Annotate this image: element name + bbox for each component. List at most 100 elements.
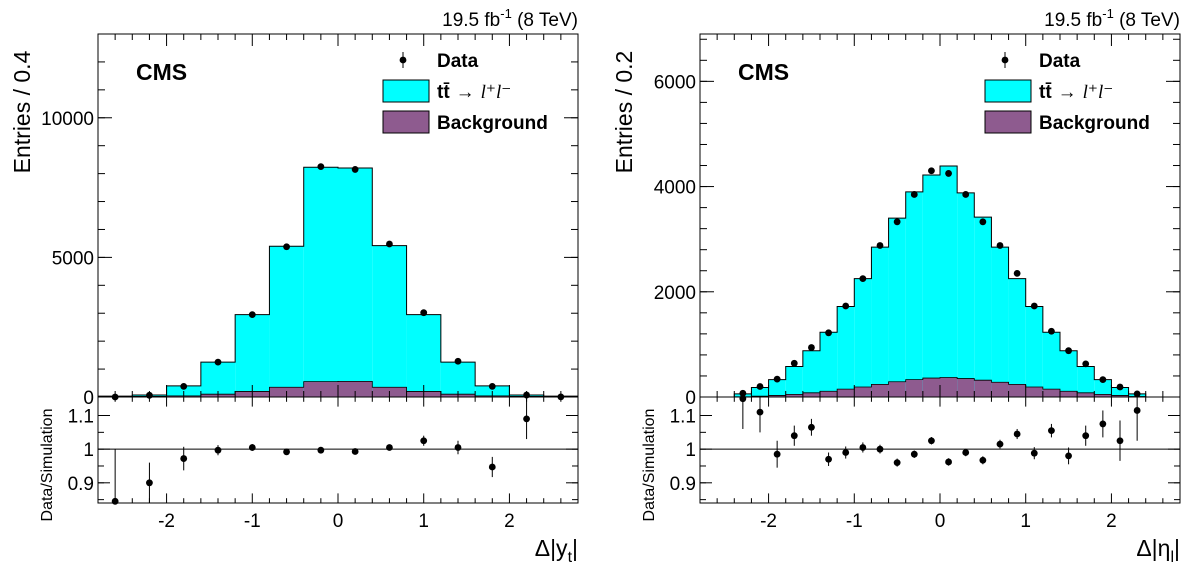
background-bar: [802, 392, 820, 397]
y-axis-title: Entries / 0.4: [9, 50, 35, 173]
legend-signal-decay: l⁺l⁻: [1083, 82, 1114, 103]
ratio-point: [893, 459, 901, 467]
background-bar: [1077, 392, 1095, 397]
ratio-point: [488, 463, 496, 471]
data-point: [1030, 302, 1038, 310]
ratio-point: [1133, 407, 1141, 414]
legend-signal-label: tt̄ → l⁺l⁻: [1039, 82, 1113, 103]
signal-bar: [338, 168, 373, 397]
y-axis: 0 5000 10000: [41, 33, 578, 409]
x-axis-title-main: Δ|y: [535, 535, 568, 561]
ratio-point: [454, 444, 462, 451]
x-tick-label: -1: [846, 511, 863, 532]
legend-signal-decay: l⁺l⁻: [481, 82, 512, 103]
ratio-point: [420, 437, 428, 445]
lumi-value: 19.5 fb: [1044, 10, 1102, 31]
data-point: [808, 344, 815, 351]
data-point: [1133, 390, 1141, 398]
signal-bar: [940, 166, 958, 397]
signal-bar: [1042, 332, 1060, 397]
ratio-point: [962, 449, 970, 456]
background-bar: [922, 378, 940, 397]
background-bar: [991, 382, 1009, 397]
data-point: [488, 382, 496, 390]
ratio-point: [1013, 430, 1021, 438]
y-tick-label: 6000: [654, 72, 696, 93]
signal-bar: [406, 314, 441, 397]
y-axis: 0 2000 4000 6000: [654, 38, 1180, 409]
legend-signal-label: tt̄ → l⁺l⁻: [437, 82, 511, 103]
background-bar: [905, 379, 923, 397]
background-bar: [888, 381, 906, 397]
data-point: [910, 191, 918, 198]
data-point: [996, 242, 1004, 249]
signal-bar: [922, 174, 940, 397]
data-point: [979, 218, 987, 226]
background-bar: [1042, 389, 1060, 397]
ratio-panel: 0.9 1 1.1: [670, 395, 1180, 501]
ratio-axis-title: Data/Simulation: [641, 409, 658, 522]
background-bar: [768, 395, 786, 397]
signal-bar: [974, 217, 992, 397]
legend-signal-swatch: [984, 79, 1032, 103]
x-tick-label: 1: [1020, 511, 1031, 532]
data-point: [420, 309, 428, 317]
data-point: [876, 242, 884, 249]
y-tick-label: 0: [685, 388, 696, 409]
legend-signal-arrow: →: [1058, 82, 1077, 103]
signal-bar: [303, 167, 338, 397]
ratio-point: [1116, 437, 1124, 445]
ratio-y-tick-label: 1: [685, 440, 696, 461]
x-tick-label: 0: [333, 511, 344, 532]
ratio-point: [1065, 452, 1072, 460]
signal-bar: [1060, 350, 1078, 397]
background-bar: [871, 384, 889, 397]
experiment-label: CMS: [136, 59, 187, 85]
x-tick-label: 2: [504, 511, 515, 532]
ratio-point: [945, 458, 952, 466]
x-axis-title-main: Δ|η: [1136, 535, 1170, 561]
data-points: [739, 167, 1141, 398]
legend: Data tt̄ → l⁺l⁻ Background: [382, 51, 548, 134]
lumi-value: 19.5 fb: [442, 10, 500, 31]
data-point: [739, 389, 747, 397]
signal-outline: [733, 165, 1147, 397]
signal-bar: [820, 332, 838, 397]
background-bar: [1111, 395, 1129, 397]
ratio-point: [248, 444, 256, 451]
y-axis-title: Entries / 0.2: [611, 51, 637, 174]
experiment-label: CMS: [738, 59, 789, 85]
data-point: [928, 167, 935, 175]
data-point: [1065, 347, 1072, 355]
ratio-point: [756, 408, 764, 416]
signal-bar: [854, 278, 872, 397]
signal-bar: [991, 247, 1009, 397]
legend-signal-swatch: [382, 79, 430, 103]
ratio-point: [386, 444, 393, 451]
data-point: [893, 218, 901, 226]
ratio-panel: 0.9 1 1.1: [68, 398, 578, 505]
ratio-y-tick-label: 1.1: [670, 407, 696, 428]
legend-signal-prefix: tt̄: [1039, 82, 1052, 103]
data-point: [842, 302, 850, 310]
background-bar: [820, 391, 838, 397]
ratio-point: [808, 423, 815, 431]
legend: Data tt̄ → l⁺l⁻ Background: [984, 51, 1150, 134]
data-point: [180, 382, 188, 390]
data-point: [825, 329, 832, 337]
x-tick-label: 2: [1106, 511, 1117, 532]
data-point: [1099, 376, 1107, 384]
x-tick-label: 0: [935, 511, 946, 532]
ratio-frame: [97, 396, 579, 504]
x-tick-label: -2: [158, 511, 175, 532]
data-point: [756, 383, 764, 390]
signal-bar: [1111, 387, 1129, 397]
signal-bar: [1008, 278, 1026, 397]
y-tick-label: 4000: [654, 178, 696, 199]
ratio-point: [996, 440, 1004, 448]
ratio-point: [876, 445, 884, 453]
background-bar: [1008, 384, 1026, 397]
x-axis-title-subscript: t: [568, 549, 573, 565]
background-bar: [303, 381, 338, 397]
